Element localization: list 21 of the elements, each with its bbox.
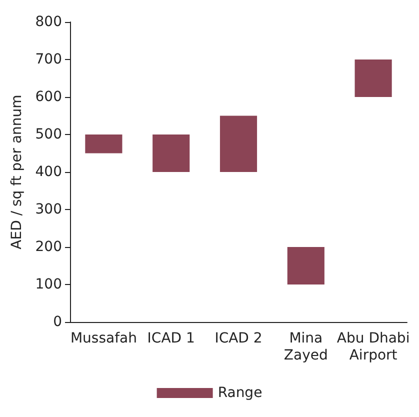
bar [152,134,190,172]
legend-label: Range [218,385,262,401]
bar [287,247,324,284]
y-tick-label: 700 [35,52,62,68]
y-tick-label: 500 [35,126,62,142]
y-tick-label: 600 [35,89,62,105]
y-tick-label: 300 [35,202,62,218]
x-tick-label: Mina Zayed [284,330,328,364]
y-tick-label: 200 [35,239,62,255]
y-tick-label: 400 [35,164,62,180]
y-tick-label: 0 [53,314,62,330]
x-tick-label: Mussafah [70,330,137,346]
y-tick-label: 100 [35,276,62,292]
bar [354,60,392,97]
x-tick-label: Abu Dhabi Airport [336,330,410,364]
bar [220,116,258,172]
x-tick-label: ICAD 1 [147,330,195,346]
bar [85,134,122,154]
x-tick-label: ICAD 2 [214,330,262,346]
y-tick-label: 800 [35,14,62,30]
y-axis-title: AED / sq ft per annum [9,94,25,250]
